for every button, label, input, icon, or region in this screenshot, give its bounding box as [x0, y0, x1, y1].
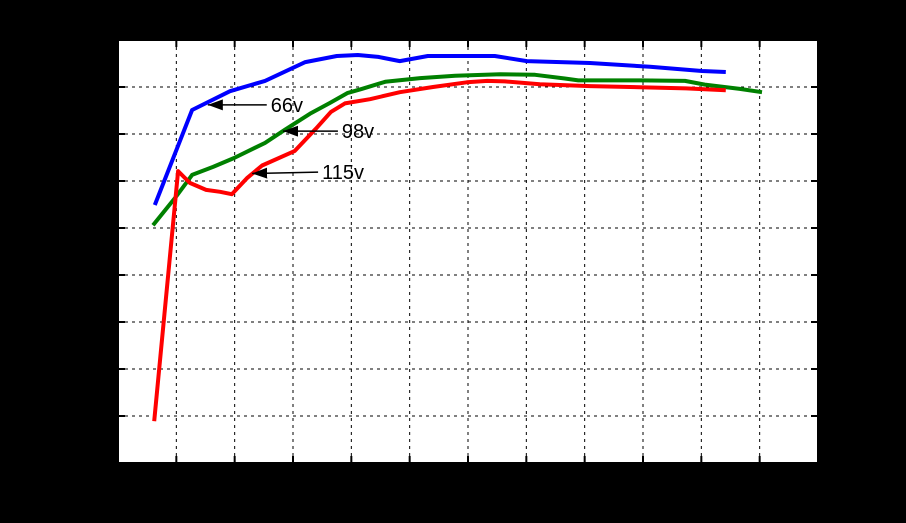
axis-border: [117, 39, 819, 464]
series-layer: [151, 53, 763, 422]
annotation-98v: 98v: [283, 121, 374, 143]
annotation-label-98v: 98v: [342, 121, 374, 143]
series-line-98v: [151, 72, 763, 227]
annotation-label-66v: 66v: [271, 95, 303, 117]
tick-mark-layer: [118, 40, 818, 463]
series-line-115v: [152, 78, 726, 422]
annotation-layer: 66v 98v 115v: [207, 95, 374, 184]
annotation-66v: 66v: [207, 95, 303, 117]
annotation-label-115v: 115v: [322, 162, 364, 184]
annotation-115v: 115v: [252, 162, 364, 184]
axis-border-layer: [117, 39, 819, 464]
annotation-arrow-115v: [252, 167, 319, 179]
gridline-layer: [118, 40, 818, 463]
series-line-66v: [152, 53, 726, 206]
